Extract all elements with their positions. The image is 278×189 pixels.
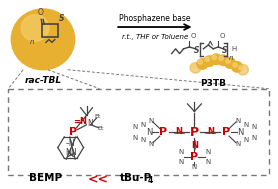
Circle shape — [225, 58, 235, 68]
Text: N: N — [237, 128, 243, 137]
Text: N: N — [207, 127, 214, 136]
Text: –N: –N — [66, 139, 76, 148]
Text: N: N — [140, 122, 146, 128]
Text: N: N — [235, 118, 241, 124]
Circle shape — [232, 62, 242, 72]
Circle shape — [239, 66, 243, 70]
Text: N: N — [243, 137, 249, 143]
Text: N: N — [148, 118, 153, 124]
Text: <<: << — [88, 173, 109, 186]
Text: 4: 4 — [148, 176, 153, 185]
Text: N: N — [235, 141, 241, 147]
Text: N: N — [175, 127, 182, 136]
Text: N: N — [243, 122, 249, 128]
Circle shape — [21, 15, 49, 41]
Circle shape — [11, 9, 75, 70]
Circle shape — [226, 59, 230, 63]
Text: P: P — [222, 127, 230, 137]
Text: Phosphazene base: Phosphazene base — [119, 14, 191, 23]
Text: Et: Et — [95, 114, 101, 119]
Text: Et: Et — [97, 126, 104, 131]
Circle shape — [219, 56, 223, 60]
Text: S: S — [59, 14, 64, 23]
Text: N: N — [148, 141, 153, 147]
Text: N: N — [206, 159, 211, 165]
Text: N: N — [178, 149, 183, 155]
Text: tBu-P: tBu-P — [120, 173, 152, 183]
Text: rac-TBL: rac-TBL — [24, 76, 61, 85]
Text: N: N — [251, 124, 257, 130]
Text: N: N — [146, 128, 152, 137]
Circle shape — [218, 55, 229, 65]
Circle shape — [212, 55, 216, 60]
Text: P: P — [69, 127, 77, 137]
Circle shape — [237, 64, 249, 75]
Text: n: n — [229, 56, 234, 61]
Text: N: N — [65, 148, 71, 157]
Circle shape — [197, 59, 208, 69]
Text: r.t., THF or Toluene: r.t., THF or Toluene — [122, 33, 188, 40]
Text: O: O — [190, 33, 196, 39]
Text: N: N — [70, 148, 76, 157]
Text: BEMP: BEMP — [29, 173, 63, 183]
Text: N: N — [140, 137, 146, 143]
Text: O: O — [37, 8, 43, 17]
Circle shape — [198, 60, 203, 64]
Text: S: S — [221, 46, 227, 55]
Text: P: P — [190, 126, 199, 139]
Text: P3TB: P3TB — [200, 79, 226, 88]
Text: P: P — [159, 127, 167, 137]
Text: O: O — [219, 33, 225, 39]
Text: N: N — [192, 164, 197, 170]
Text: N: N — [132, 135, 138, 141]
Circle shape — [191, 64, 196, 68]
Text: N: N — [206, 149, 211, 155]
Text: N: N — [132, 124, 138, 130]
Text: H: H — [231, 46, 236, 52]
Circle shape — [204, 56, 215, 66]
Text: =N: =N — [74, 117, 88, 126]
Text: N: N — [88, 119, 93, 128]
Circle shape — [205, 57, 210, 61]
Text: S: S — [194, 46, 199, 55]
Circle shape — [190, 63, 201, 73]
Text: n: n — [30, 39, 34, 45]
Text: N: N — [191, 141, 198, 150]
Text: N: N — [251, 135, 257, 141]
Circle shape — [233, 63, 237, 67]
Text: N: N — [178, 159, 183, 165]
Text: P: P — [190, 152, 198, 162]
Circle shape — [211, 54, 222, 64]
